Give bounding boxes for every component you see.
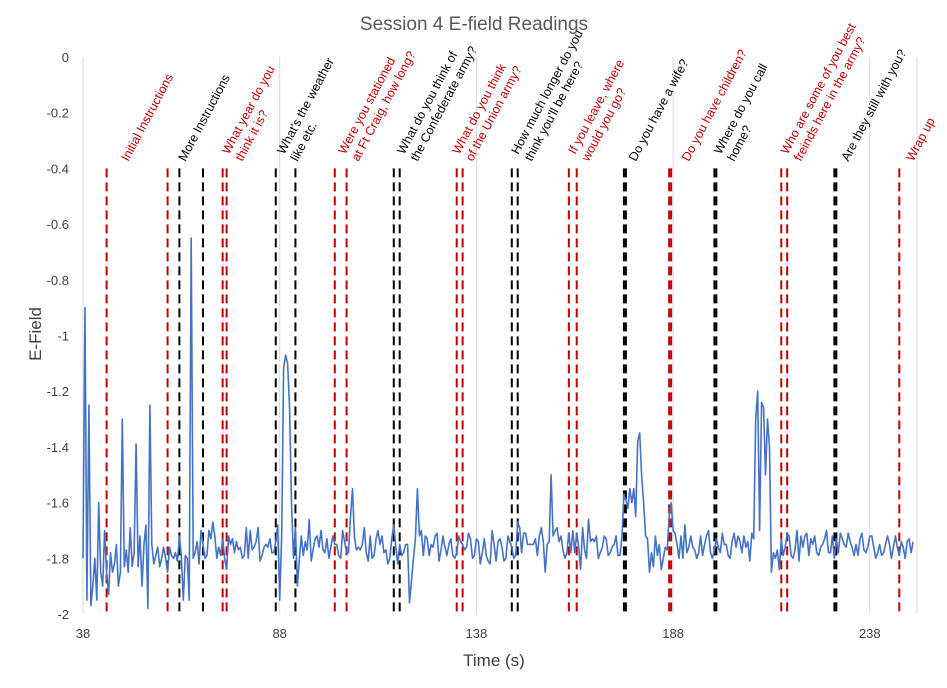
annotation-9: Do you have a wife? [626, 57, 692, 164]
annotation-14: Wrap up [903, 115, 937, 163]
x-tick-label-4: 238 [859, 626, 881, 641]
y-tick-label-8: -1.6 [47, 496, 69, 511]
annotation-9-line-0: Do you have a wife? [626, 57, 692, 164]
y-tick-label-1: -0.2 [47, 106, 69, 121]
y-tick-label-9: -1.8 [47, 551, 69, 566]
x-tick-label-3: 188 [662, 626, 684, 641]
x-axis-label: Time (s) [463, 651, 525, 670]
x-tick-label-2: 138 [466, 626, 488, 641]
annotation-0-line-0: Initial Instructions [118, 72, 176, 164]
y-tick-label-5: -1 [57, 329, 69, 344]
y-tick-label-6: -1.2 [47, 384, 69, 399]
annotation-12-line-0: Who are some of you best [778, 21, 859, 157]
y-tick-label-0: 0 [62, 50, 69, 65]
series-layer [82, 237, 914, 610]
annotation-14-line-0: Wrap up [903, 115, 937, 163]
x-tick-label-1: 88 [272, 626, 286, 641]
y-axis-label: E-Field [26, 307, 45, 361]
y-tick-label-10: -2 [57, 607, 69, 622]
axis-ticks: 0 -0.2 -0.4 -0.6 -0.8 -1 -1.2 -1.4 -1.6 -1.8 -2 38 8… [47, 50, 881, 641]
y-tick-label-2: -0.4 [47, 161, 69, 176]
y-tick-label-4: -0.8 [47, 273, 69, 288]
chart-title: Session 4 E-field Readings [360, 14, 588, 35]
y-tick-label-3: -0.6 [47, 217, 69, 232]
question-annotations: Initial Instructions More InstructionsWha… [118, 21, 937, 165]
y-tick-label-7: -1.4 [47, 440, 69, 455]
series-line-0 [82, 237, 914, 610]
grid-lines [82, 57, 918, 614]
x-tick-label-0: 38 [76, 626, 90, 641]
annotation-0: Initial Instructions [118, 72, 176, 164]
